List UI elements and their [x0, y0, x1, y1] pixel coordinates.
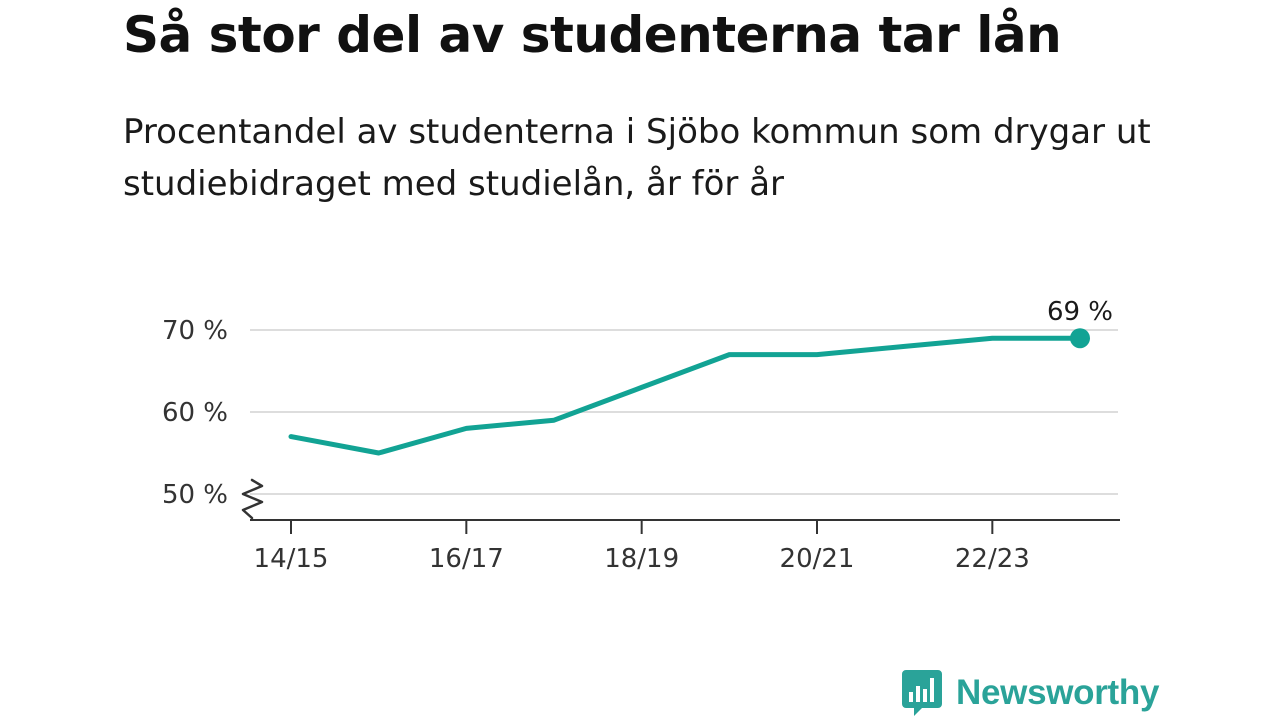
gridlines — [250, 329, 1118, 495]
axis-break-mark — [241, 478, 264, 520]
y-tick-label-60: 60 % — [162, 398, 228, 428]
data-point-15-16 — [377, 451, 381, 455]
data-point-19-20 — [727, 353, 731, 357]
y-tick-label-70: 70 % — [162, 316, 228, 346]
last-point-label: 69 % — [1047, 297, 1113, 327]
chart-subtitle: Procentandel av studenterna i Sjöbo komm… — [123, 112, 1151, 204]
data-point-18-19 — [640, 385, 644, 389]
x-axis — [250, 519, 1120, 534]
bar-chart-speech-bubble-icon — [902, 670, 942, 716]
x-axis-labels: 14/15 16/17 18/19 20/21 22/23 — [254, 544, 1030, 574]
data-point-21-22 — [903, 344, 907, 348]
data-point-14-15 — [289, 435, 293, 439]
y-axis-break — [241, 478, 264, 520]
x-tick-label-14-15: 14/15 — [254, 544, 329, 574]
newsworthy-logo: Newsworthy — [902, 670, 1159, 716]
y-axis-labels: 50 % 60 % 70 % — [162, 316, 228, 510]
x-tick-label-22-23: 22/23 — [955, 544, 1030, 574]
x-tick-label-18-19: 18/19 — [604, 544, 679, 574]
x-tick-label-20-21: 20/21 — [780, 544, 855, 574]
data-point-17-18 — [552, 418, 556, 422]
y-tick-label-50: 50 % — [162, 480, 228, 510]
chart-title: Så stor del av studenterna tar lån — [123, 6, 1062, 64]
brand-name: Newsworthy — [956, 673, 1160, 712]
data-point-22-23 — [990, 336, 994, 340]
x-tick-label-16-17: 16/17 — [429, 544, 504, 574]
series-line — [288, 335, 1083, 456]
last-point-marker — [1070, 328, 1090, 349]
data-point-16-17 — [464, 426, 468, 430]
series-layer: 69 % — [288, 297, 1113, 456]
data-point-20-21 — [815, 353, 819, 357]
